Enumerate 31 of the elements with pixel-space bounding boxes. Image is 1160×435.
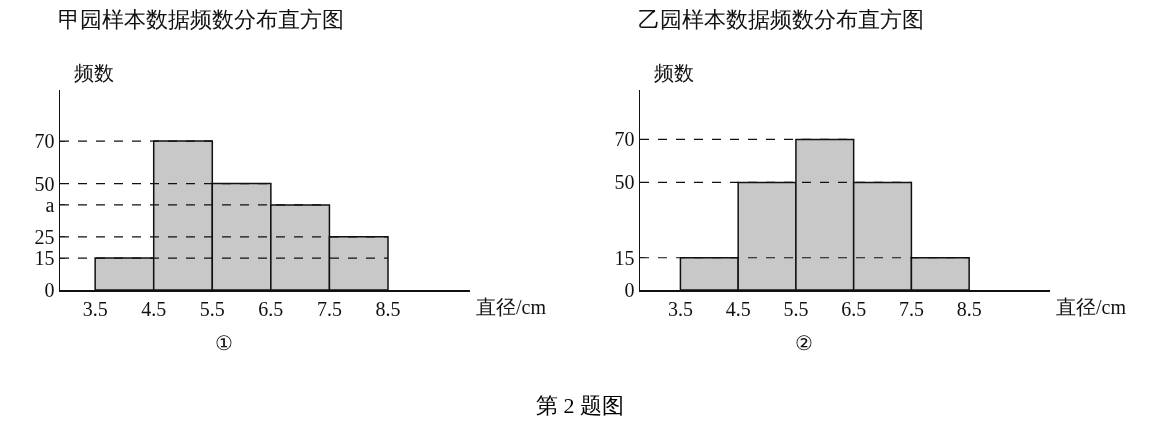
text: 第 2 题图 bbox=[535, 392, 625, 420]
x-tick-label: 5.5 bbox=[199, 297, 225, 320]
y-tick-label: a bbox=[45, 193, 55, 216]
x-tick-label: 8.5 bbox=[956, 297, 982, 320]
y-tick-label: 50 bbox=[614, 171, 635, 194]
x-axis-title: 直径/cm bbox=[1056, 296, 1127, 318]
x-tick-label: 4.5 bbox=[141, 297, 167, 320]
x-tick-label: 5.5 bbox=[783, 297, 809, 320]
y-tick-label: 0 bbox=[624, 279, 635, 301]
x-tick-label: 7.5 bbox=[316, 297, 342, 320]
x-tick-label: 3.5 bbox=[667, 297, 693, 320]
x-tick-label: 8.5 bbox=[375, 297, 401, 320]
chart-title: 甲园样本数据频数分布直方图 bbox=[58, 6, 344, 32]
y-axis-title: 频数 bbox=[654, 62, 694, 84]
text: ① bbox=[215, 332, 233, 354]
y-tick-label: 25 bbox=[34, 225, 55, 248]
y-tick-label: 70 bbox=[34, 130, 55, 153]
chart-title: 乙园样本数据频数分布直方图 bbox=[638, 6, 924, 32]
y-tick-label: 50 bbox=[34, 172, 55, 195]
y-tick-label: 70 bbox=[614, 128, 635, 151]
y-axis-title: 频数 bbox=[74, 62, 114, 84]
x-axis-title: 直径/cm bbox=[476, 296, 547, 318]
text: ② bbox=[795, 332, 813, 354]
x-tick-label: 7.5 bbox=[898, 297, 924, 320]
y-tick-label: 15 bbox=[614, 246, 635, 269]
y-tick-label: 0 bbox=[44, 279, 55, 301]
x-tick-label: 6.5 bbox=[841, 297, 867, 320]
y-tick-label: 15 bbox=[34, 247, 55, 270]
x-tick-label: 4.5 bbox=[725, 297, 751, 320]
x-tick-label: 6.5 bbox=[258, 297, 284, 320]
x-tick-label: 3.5 bbox=[82, 297, 108, 320]
